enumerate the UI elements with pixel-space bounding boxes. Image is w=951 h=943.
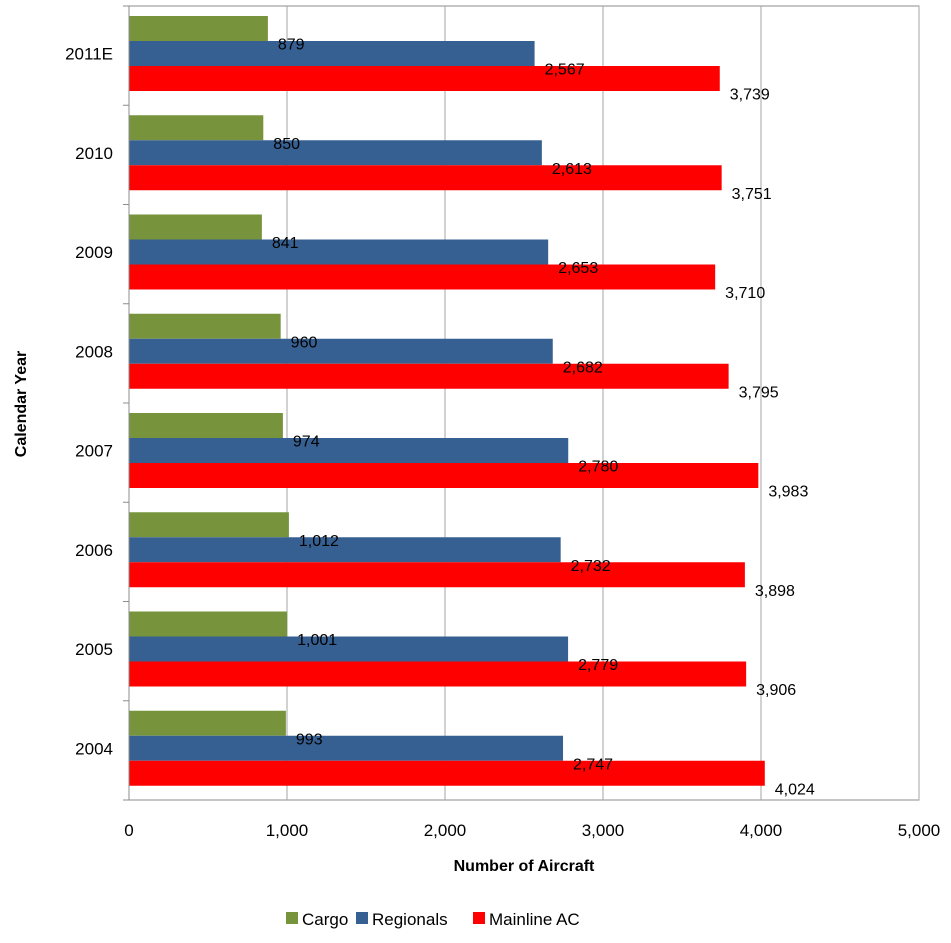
legend-item-cargo: Cargo: [286, 910, 348, 929]
data-label: 2,780: [578, 459, 618, 476]
bar-regionals: [129, 338, 553, 364]
data-label: 2,682: [563, 359, 603, 376]
bar-cargo: [129, 214, 262, 240]
data-label: 3,906: [756, 682, 796, 699]
data-label: 993: [296, 731, 323, 748]
legend-swatch: [473, 912, 485, 924]
bar-mainline-ac: [129, 66, 720, 91]
bar-cargo: [129, 512, 289, 538]
data-labels: 879 2,567 3,739 850 2,613 3,751 841 2,653 3,710 9…: [272, 37, 815, 799]
data-label: 1,001: [297, 632, 337, 649]
bar-regionals: [129, 140, 542, 166]
data-label: 2,747: [573, 756, 613, 773]
data-label: 2,567: [545, 62, 585, 79]
bar-regionals: [129, 636, 569, 662]
bar-mainline-ac: [129, 264, 716, 290]
bar-regionals: [129, 537, 561, 563]
bar-cargo: [129, 16, 268, 41]
y-axis-title: Calendar Year: [13, 351, 30, 457]
legend-label: Regionals: [372, 910, 448, 929]
bar-regionals: [129, 239, 549, 265]
bar-mainline-ac: [129, 363, 729, 389]
y-tick-label: 2004: [75, 739, 113, 758]
bar-mainline-ac: [129, 760, 765, 786]
bar-cargo: [129, 115, 264, 141]
data-label: 2,613: [552, 161, 592, 178]
bar-mainline-ac: [129, 562, 745, 588]
bar-regionals: [129, 735, 564, 761]
x-tick-label: 1,000: [266, 821, 309, 840]
y-tick-label: 2010: [75, 144, 113, 163]
y-tick-label: 2009: [75, 243, 113, 262]
data-label: 850: [273, 136, 300, 153]
y-tick-label: 2005: [75, 640, 113, 659]
data-label: 3,898: [755, 583, 795, 600]
data-label: 2,653: [558, 260, 598, 277]
data-label: 974: [293, 434, 320, 451]
y-tick-label: 2006: [75, 541, 113, 560]
data-label: 879: [278, 37, 305, 54]
data-label: 2,779: [578, 657, 618, 674]
x-tick-label: 0: [124, 821, 133, 840]
bar-mainline-ac: [129, 165, 722, 191]
legend-item-mainline-ac: Mainline AC: [473, 910, 580, 929]
y-tick-label: 2011E: [65, 45, 113, 64]
data-label: 1,012: [299, 533, 339, 550]
data-label: 3,710: [725, 285, 765, 302]
data-label: 960: [291, 334, 318, 351]
data-label: 841: [272, 235, 299, 252]
legend: Cargo Regionals Mainline AC: [286, 910, 580, 929]
y-tick-label: 2007: [75, 442, 113, 461]
data-label: 3,739: [730, 87, 770, 104]
bar-regionals: [129, 438, 569, 463]
data-label: 3,983: [768, 484, 808, 501]
x-tick-label: 4,000: [740, 821, 783, 840]
data-label: 3,795: [739, 384, 779, 401]
x-tick-label: 3,000: [582, 821, 625, 840]
bar-mainline-ac: [129, 463, 759, 488]
bar-cargo: [129, 413, 283, 438]
axes: 0 1,000 2,000 3,000 4,000 5,000 2011E 2010 2009 2…: [65, 5, 941, 840]
bars: [129, 16, 765, 786]
legend-swatch: [286, 912, 298, 924]
bar-mainline-ac: [129, 661, 747, 687]
x-tick-label: 5,000: [898, 821, 941, 840]
bar-regionals: [129, 41, 535, 66]
legend-label: Mainline AC: [489, 910, 580, 929]
bar-cargo: [129, 710, 286, 736]
legend-swatch: [356, 912, 368, 924]
data-label: 4,024: [775, 781, 815, 798]
data-label: 3,751: [732, 186, 772, 203]
x-axis-title: Number of Aircraft: [454, 858, 595, 875]
data-label: 2,732: [571, 558, 611, 575]
legend-label: Cargo: [302, 910, 348, 929]
bar-cargo: [129, 611, 288, 637]
y-tick-label: 2008: [75, 342, 113, 361]
bar-cargo: [129, 313, 281, 339]
legend-item-regionals: Regionals: [356, 910, 448, 929]
x-tick-label: 2,000: [424, 821, 467, 840]
